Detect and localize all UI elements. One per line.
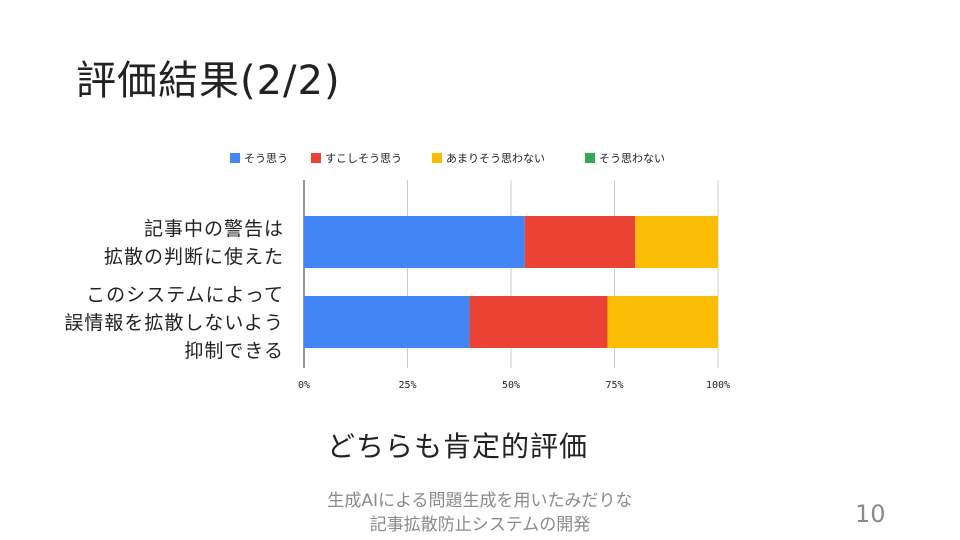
bar-segment xyxy=(304,216,525,268)
bar-segment xyxy=(635,216,718,268)
tick-label: 50% xyxy=(502,380,520,391)
legend-label: あまりそう思わない xyxy=(446,152,545,165)
tick-label: 0% xyxy=(298,380,310,391)
legend-label: そう思う xyxy=(244,152,288,165)
slide-title: 評価結果(2/2) xyxy=(76,58,341,104)
category-labels: 記事中の警告は拡散の判断に使えたこのシステムによって誤情報を拡散しないよう抑制で… xyxy=(64,218,284,362)
footer-line-1: 生成AIによる問題生成を用いたみだりな xyxy=(327,491,633,511)
footer-subtitle: 生成AIによる問題生成を用いたみだりな 記事拡散防止システムの開発 xyxy=(230,489,730,537)
category-label-line: このシステムによって xyxy=(86,284,284,306)
category-label-line: 記事中の警告は xyxy=(144,218,284,240)
legend-swatch xyxy=(432,153,442,163)
x-axis-ticks: 0% 25% 50% 75% 100% xyxy=(298,380,730,391)
category-label-line: 拡散の判断に使えた xyxy=(104,246,284,268)
footer-line-2: 記事拡散防止システムの開発 xyxy=(369,515,591,535)
legend-swatch xyxy=(230,153,240,163)
bar-series xyxy=(304,216,718,348)
legend-swatch xyxy=(311,153,321,163)
category-label: 記事中の警告は拡散の判断に使えた xyxy=(104,218,284,268)
tick-label: 100% xyxy=(706,380,730,391)
bar-segment xyxy=(469,296,608,348)
tick-label: 75% xyxy=(605,380,623,391)
legend-label: すこしそう思う xyxy=(325,152,402,165)
stacked-bar-chart: そう思う すこしそう思う あまりそう思わない そう思わない 記事中の警告は拡散の判断に… xyxy=(64,152,730,391)
page-number: 10 xyxy=(855,500,886,528)
bar-segment xyxy=(304,296,470,348)
tick-label: 25% xyxy=(398,380,416,391)
legend-swatch xyxy=(585,153,595,163)
category-label: このシステムによって誤情報を拡散しないよう抑制できる xyxy=(64,284,284,362)
category-label-line: 抑制できる xyxy=(184,340,284,362)
chart-legend: そう思う すこしそう思う あまりそう思わない そう思わない xyxy=(230,152,665,165)
bar-segment xyxy=(524,216,636,268)
bar-segment xyxy=(607,296,718,348)
conclusion-text: どちらも肯定的評価 xyxy=(326,430,588,463)
legend-label: そう思わない xyxy=(599,152,665,165)
category-label-line: 誤情報を拡散しないよう xyxy=(64,312,284,334)
